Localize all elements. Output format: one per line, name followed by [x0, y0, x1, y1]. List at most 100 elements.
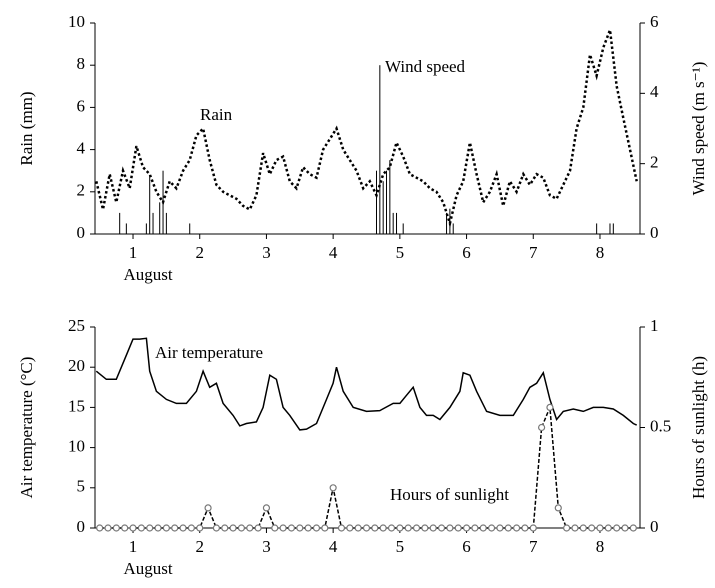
sunlight-marker: [96, 524, 104, 532]
rain-bar: [189, 223, 191, 234]
sunlight-marker: [154, 524, 162, 532]
sunlight-marker: [379, 524, 387, 532]
rain-bar: [165, 212, 167, 234]
y-tick-label: 4: [77, 139, 86, 158]
rain-bar: [392, 212, 394, 234]
y-tick-label: 6: [77, 96, 86, 115]
sunlight-marker: [462, 524, 471, 532]
sunlight-marker: [362, 524, 371, 532]
y-tick-label: 15: [68, 396, 85, 415]
rain-bar: [145, 223, 147, 234]
sunlight-marker: [104, 524, 112, 532]
y-tick-label: 5: [77, 477, 86, 496]
y2-axis-label: Wind speed (m s⁻¹): [689, 62, 708, 196]
rain-bar: [125, 223, 127, 234]
y2-tick-label: 2: [650, 153, 659, 172]
sunlight-marker: [563, 524, 571, 532]
y2-tick-label: 1: [650, 316, 659, 335]
sunlight-marker: [162, 524, 170, 532]
sunlight-marker: [221, 524, 229, 532]
sunlight-marker: [129, 524, 137, 532]
sunlight-marker: [354, 524, 362, 532]
sunlight-marker: [437, 524, 446, 532]
rain-bar: [612, 223, 614, 234]
sunlight-marker: [121, 524, 129, 532]
y-tick-label: 25: [68, 316, 85, 335]
rain-bar: [376, 170, 378, 234]
y2-tick-label: 0: [650, 517, 659, 536]
y-tick-label: 20: [68, 356, 85, 375]
sunlight-marker: [204, 504, 212, 512]
sunlight-marker: [496, 524, 504, 532]
sunlight-marker: [246, 524, 254, 532]
sunlight-marker: [237, 524, 246, 532]
rain-bar: [446, 212, 448, 234]
x-tick-label: 4: [329, 537, 338, 556]
sunlight-marker: [421, 524, 429, 532]
sunlight-marker: [579, 524, 587, 532]
sunlight-marker: [171, 524, 179, 532]
series-line: [95, 29, 638, 229]
sunlight-marker: [554, 504, 562, 512]
x-axis-label: August: [123, 265, 172, 284]
y-tick-label: 2: [77, 181, 86, 200]
rain-bar: [389, 160, 391, 234]
y-tick-label: 0: [77, 223, 86, 242]
sunlight-marker: [404, 524, 412, 532]
y-tick-label: 0: [77, 517, 86, 536]
sunlight-marker: [371, 524, 379, 532]
sunlight-marker: [604, 524, 612, 532]
sunlight-marker: [196, 524, 204, 532]
y2-tick-label: 4: [650, 82, 659, 101]
sunlight-marker: [454, 524, 462, 532]
rain-bar: [152, 212, 154, 234]
sunlight-marker: [137, 524, 145, 532]
y-tick-label: 10: [68, 437, 85, 456]
sunlight-marker: [212, 524, 221, 532]
x-tick-label: 6: [462, 537, 471, 556]
x-tick-label: 5: [396, 243, 405, 262]
sunlight-marker: [287, 524, 296, 532]
y2-axis-label: Hours of sunlight (h): [689, 356, 708, 499]
x-tick-label: 3: [262, 243, 271, 262]
sunlight-marker: [254, 524, 262, 532]
sunlight-marker: [312, 524, 321, 532]
rain-bar: [379, 65, 381, 234]
sunlight-marker: [229, 524, 237, 532]
sunlight-marker: [146, 524, 154, 532]
x-tick-label: 1: [129, 537, 138, 556]
rain-bar: [386, 170, 388, 234]
sunlight-marker: [538, 423, 546, 432]
x-tick-label: 2: [195, 243, 204, 262]
sunlight-marker: [412, 524, 421, 532]
series-line: [99, 407, 634, 529]
rain-bar: [402, 223, 404, 234]
x-tick-label: 7: [529, 537, 538, 556]
sunlight-marker: [346, 524, 354, 532]
sunlight-marker: [512, 524, 521, 532]
sunlight-marker: [337, 524, 346, 532]
y-tick-label: 8: [77, 54, 86, 73]
sunlight-marker: [429, 524, 437, 532]
sunlight-marker: [487, 524, 496, 532]
rain-bar: [609, 223, 611, 234]
series-line: [95, 337, 638, 431]
sunlight-marker: [588, 524, 596, 532]
y2-tick-label: 0.5: [650, 416, 671, 435]
series-annotation: Rain: [200, 105, 233, 124]
x-tick-label: 8: [596, 537, 605, 556]
series-annotation: Air temperature: [155, 343, 263, 362]
sunlight-marker: [504, 524, 512, 532]
sunlight-marker: [471, 524, 479, 532]
sunlight-marker: [396, 524, 404, 532]
y2-tick-label: 0: [650, 223, 659, 242]
x-tick-label: 2: [195, 537, 204, 556]
sunlight-marker: [596, 524, 604, 532]
rain-bar: [452, 223, 454, 234]
sunlight-marker: [271, 524, 279, 532]
y-tick-label: 10: [68, 12, 85, 31]
rain-bar: [396, 212, 398, 234]
x-tick-label: 6: [462, 243, 471, 262]
x-tick-label: 5: [396, 537, 405, 556]
x-tick-label: 3: [262, 537, 271, 556]
